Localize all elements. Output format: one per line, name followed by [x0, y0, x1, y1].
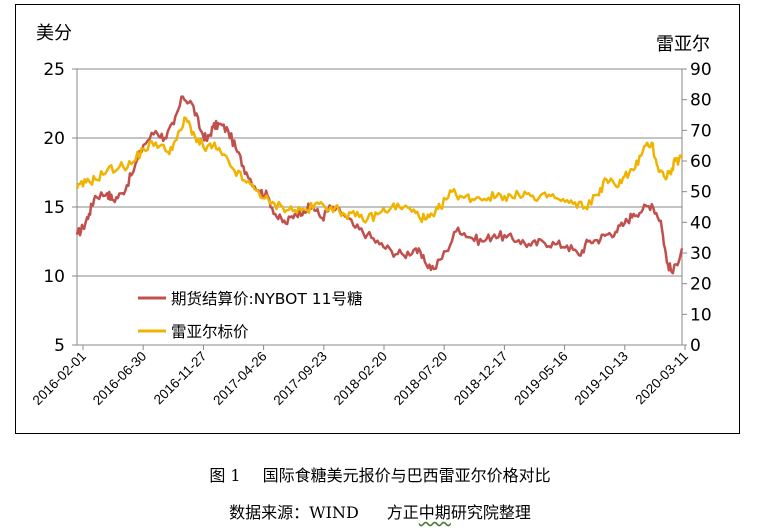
left-axis-ticks: 25 20 15 10 5 — [43, 60, 77, 356]
left-tick-label: 25 — [43, 60, 65, 80]
legend: 期货结算价:NYBOT 11号糖 雷亚尔标价 — [138, 289, 362, 341]
figure-label: 图 1 — [209, 466, 241, 485]
right-tick-label: 80 — [690, 91, 712, 111]
x-tick-label: 2018-12-17 — [451, 349, 510, 408]
series-line-real-price — [75, 116, 684, 224]
x-tick-label: 2017-09-23 — [270, 349, 329, 408]
source-org-a: 方正 — [386, 503, 419, 522]
source-org-c: 研究院整理 — [450, 503, 531, 522]
right-tick-label: 0 — [690, 336, 701, 356]
series-line-nybot-sugar-futures — [75, 95, 684, 275]
right-tick-label: 70 — [690, 121, 712, 141]
x-tick-label: 2018-02-20 — [331, 349, 390, 408]
figure-title: 国际食糖美元报价与巴西雷亚尔价格对比 — [262, 466, 551, 485]
right-tick-label: 10 — [690, 305, 712, 325]
x-tick-label: 2016-02-01 — [30, 349, 89, 408]
right-axis-ticks: 90 80 70 60 50 40 30 20 10 0 — [682, 60, 712, 356]
x-tick-label: 2016-11-27 — [151, 349, 210, 408]
x-axis-ticks: 2016-02-01 2016-06-30 2016-11-27 2017-04-26… — [30, 345, 691, 408]
source-org-b: 中期 — [418, 503, 451, 522]
left-tick-label: 10 — [43, 267, 65, 287]
right-tick-label: 90 — [690, 60, 712, 80]
chart-svg: 25 20 15 10 5 90 80 70 60 50 40 30 20 10 0 2016-02-01… — [30, 23, 712, 408]
chart-frame: 25 20 15 10 5 90 80 70 60 50 40 30 20 10 0 2016-02-01… — [15, 4, 740, 434]
left-axis-unit: 美分 — [36, 23, 72, 44]
left-tick-label: 5 — [54, 336, 65, 356]
left-gridlines — [77, 137, 682, 277]
x-tick-label: 2017-04-26 — [210, 349, 269, 408]
source-prefix: 数据来源：WIND — [229, 503, 359, 522]
x-tick-label: 2018-07-20 — [391, 349, 450, 408]
x-tick-label: 2016-06-30 — [90, 349, 149, 408]
series-layer — [75, 95, 684, 275]
legend-label-real: 雷亚尔标价 — [171, 323, 249, 341]
right-tick-label: 30 — [690, 244, 712, 264]
right-tick-label: 60 — [690, 152, 712, 172]
x-tick-label: 2019-05-16 — [511, 349, 570, 408]
left-tick-label: 20 — [43, 129, 65, 149]
right-tick-label: 50 — [690, 183, 712, 203]
right-axis-unit: 雷亚尔 — [656, 34, 710, 55]
x-tick-label: 2019-10-13 — [571, 349, 630, 408]
x-tick-label: 2020-03-11 — [632, 349, 691, 408]
figure-caption: 图 1 国际食糖美元报价与巴西雷亚尔价格对比 — [0, 462, 760, 486]
left-tick-label: 15 — [43, 198, 65, 218]
right-tick-label: 40 — [690, 213, 712, 233]
legend-label-futures: 期货结算价:NYBOT 11号糖 — [171, 289, 362, 308]
data-source: 数据来源：WIND 方正中期研究院整理 — [0, 499, 760, 523]
right-tick-label: 20 — [690, 275, 712, 295]
